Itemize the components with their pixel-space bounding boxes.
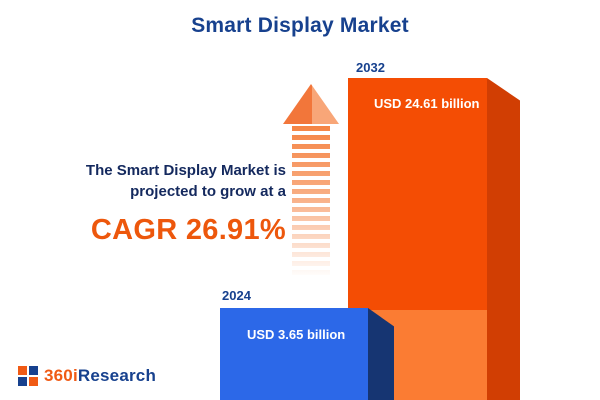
logo-icon-square (29, 377, 38, 386)
bar-2032 (348, 78, 487, 310)
bar-2024-value-label: USD 3.65 billion (247, 327, 346, 342)
logo-prefix: 360i (44, 366, 78, 385)
logo-icon-square (18, 377, 27, 386)
bar-2024 (220, 308, 368, 400)
annotation-line-2: projected to grow at a (130, 183, 286, 200)
bar-2032-side-face (487, 78, 520, 400)
bar-2032-year-label: 2032 (356, 60, 385, 75)
logo-text: 360iResearch (44, 366, 156, 386)
bar-2024-side-face (368, 308, 394, 400)
bar-2024-year-label: 2024 (222, 288, 251, 303)
cagr-value: CAGR 26.91% (90, 214, 286, 246)
page-title: Smart Display Market (191, 14, 409, 37)
annotation-line-1: The Smart Display Market is (85, 162, 286, 179)
annotation-block: The Smart Display Market is projected to… (36, 160, 286, 247)
logo-icon-square (29, 366, 38, 375)
logo-icon (18, 366, 38, 386)
logo-suffix: Research (77, 366, 157, 385)
logo-icon-square (18, 366, 27, 375)
up-arrow-shaft (292, 126, 330, 284)
brand-logo: 360iResearch (18, 366, 156, 386)
up-arrow-icon (283, 84, 339, 124)
bar-2032-value-label: USD 24.61 billion (374, 96, 480, 111)
